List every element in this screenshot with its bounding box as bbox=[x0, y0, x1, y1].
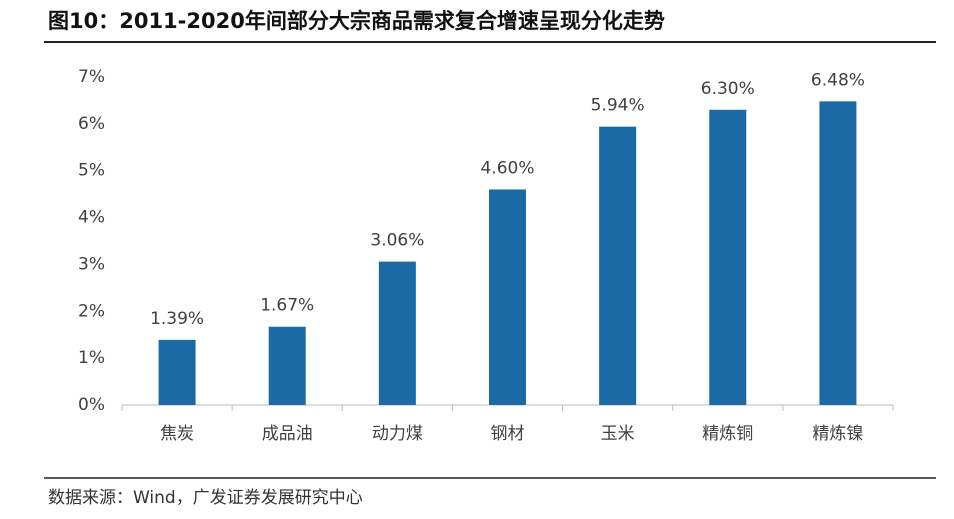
bar bbox=[489, 189, 526, 405]
data-label: 1.67% bbox=[260, 296, 314, 316]
data-label: 6.30% bbox=[701, 79, 755, 99]
x-tick-label: 动力煤 bbox=[372, 424, 423, 444]
y-tick-label: 1% bbox=[78, 348, 105, 368]
data-label: 6.48% bbox=[811, 70, 865, 90]
bar bbox=[709, 109, 747, 406]
y-tick-label: 0% bbox=[78, 395, 105, 415]
y-tick-label: 2% bbox=[78, 301, 105, 321]
x-tick-label: 精炼镍 bbox=[812, 424, 863, 444]
x-tick-label: 钢材 bbox=[491, 424, 525, 444]
bar bbox=[158, 339, 196, 405]
data-label: 3.06% bbox=[370, 231, 424, 251]
x-tick-label: 玉米 bbox=[601, 424, 635, 444]
bar bbox=[268, 326, 306, 405]
bar bbox=[378, 261, 416, 405]
y-tick-label: 5% bbox=[78, 161, 105, 181]
x-tick-label: 精炼铜 bbox=[702, 424, 753, 444]
data-label: 1.39% bbox=[150, 309, 204, 329]
source-note: 数据来源：Wind，广发证券发展研究中心 bbox=[48, 488, 363, 508]
x-tick-label: 成品油 bbox=[262, 424, 313, 444]
data-label: 5.94% bbox=[591, 96, 645, 116]
y-tick-label: 7% bbox=[78, 67, 105, 87]
bar bbox=[819, 101, 857, 405]
data-label: 4.60% bbox=[480, 158, 534, 178]
y-tick-label: 6% bbox=[78, 114, 105, 134]
y-tick-label: 4% bbox=[78, 208, 105, 228]
y-tick-label: 3% bbox=[78, 254, 105, 274]
x-tick-label: 焦炭 bbox=[160, 424, 194, 444]
chart-title: 图10：2011-2020年间部分大宗商品需求复合增速呈现分化走势 bbox=[48, 9, 665, 33]
bar bbox=[599, 126, 637, 405]
